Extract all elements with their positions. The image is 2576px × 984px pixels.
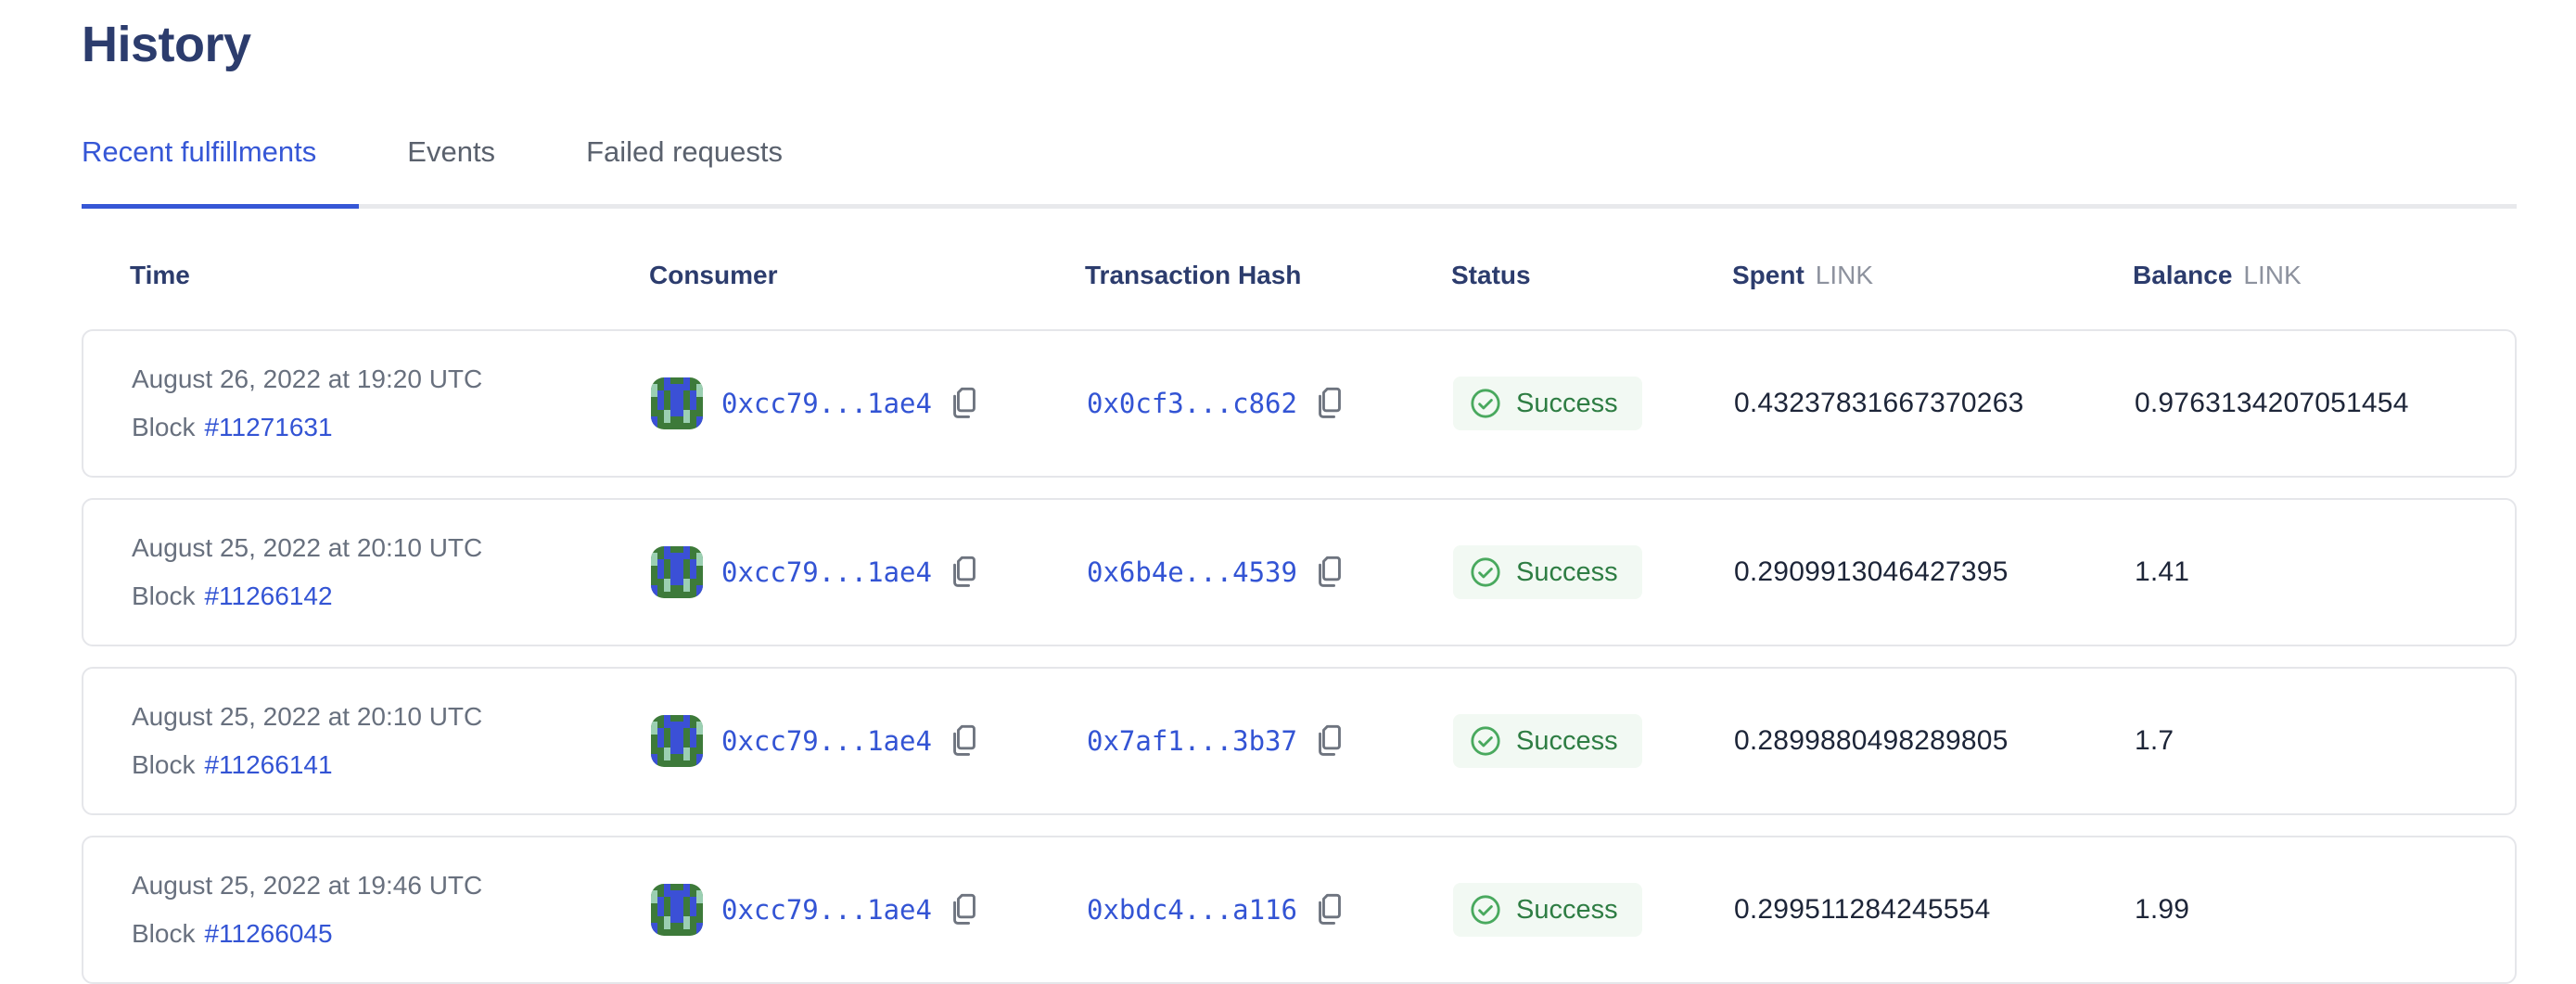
check-circle-icon — [1470, 556, 1501, 588]
status-badge: Success — [1453, 714, 1642, 768]
row-block: Block #11271631 — [132, 414, 651, 441]
time-cell: August 25, 2022 at 20:10 UTC Block #11266… — [132, 703, 651, 779]
copy-icon[interactable] — [949, 891, 980, 928]
status-label: Success — [1516, 389, 1618, 418]
history-page: History Recent fulfillments Events Faile… — [82, 17, 2517, 984]
time-cell: August 25, 2022 at 20:10 UTC Block #11266… — [132, 534, 651, 610]
copy-icon[interactable] — [1314, 385, 1345, 422]
tab-recent-fulfillments[interactable]: Recent fulfillments — [82, 135, 360, 209]
page-title: History — [82, 17, 251, 72]
copy-icon[interactable] — [1314, 554, 1345, 591]
transaction-hash-link[interactable]: 0x6b4e...4539 — [1087, 556, 1297, 588]
spent-value: 0.2909913046427395 — [1734, 556, 2009, 587]
consumer-identicon — [651, 715, 703, 767]
transaction-hash-link[interactable]: 0x7af1...3b37 — [1087, 725, 1297, 757]
row-timestamp: August 25, 2022 at 20:10 UTC — [132, 702, 483, 731]
status-badge: Success — [1453, 545, 1642, 599]
balance-value: 1.41 — [2135, 556, 2190, 587]
transaction-hash-cell: 0x6b4e...4539 — [1087, 554, 1453, 591]
table-header: Time Consumer Transaction Hash Status Sp… — [82, 259, 2517, 292]
balance-unit-label: LINK — [2243, 261, 2302, 289]
consumer-cell: 0xcc79...1ae4 — [651, 715, 1087, 767]
status-cell: Success — [1453, 377, 1734, 430]
block-number-link[interactable]: #11271631 — [204, 413, 333, 441]
table-row: August 25, 2022 at 20:10 UTC Block #11266… — [82, 498, 2517, 646]
transaction-hash-cell: 0x0cf3...c862 — [1087, 385, 1453, 422]
transaction-hash-cell: 0x7af1...3b37 — [1087, 722, 1453, 760]
consumer-address-link[interactable]: 0xcc79...1ae4 — [721, 388, 932, 419]
check-circle-icon — [1470, 388, 1501, 419]
block-label: Block — [132, 750, 196, 779]
block-label: Block — [132, 413, 196, 441]
status-cell: Success — [1453, 883, 1734, 937]
status-label: Success — [1516, 726, 1618, 756]
balance-value: 0.9763134207051454 — [2135, 388, 2409, 418]
consumer-cell: 0xcc79...1ae4 — [651, 546, 1087, 598]
spent-value: 0.299511284245554 — [1734, 894, 1991, 925]
consumer-identicon — [651, 377, 703, 429]
column-header-consumer: Consumer — [649, 261, 778, 289]
row-block: Block #11266045 — [132, 920, 651, 948]
status-cell: Success — [1453, 545, 1734, 599]
block-number-link[interactable]: #11266142 — [204, 581, 333, 610]
status-badge: Success — [1453, 377, 1642, 430]
column-header-balance: Balance LINK — [2133, 261, 2302, 289]
consumer-cell: 0xcc79...1ae4 — [651, 377, 1087, 429]
copy-icon[interactable] — [949, 385, 980, 422]
row-block: Block #11266141 — [132, 751, 651, 779]
column-header-transaction-hash: Transaction Hash — [1085, 261, 1302, 289]
consumer-address-link[interactable]: 0xcc79...1ae4 — [721, 725, 932, 757]
spent-value: 0.43237831667370263 — [1734, 388, 2024, 418]
block-label: Block — [132, 581, 196, 610]
transaction-hash-link[interactable]: 0xbdc4...a116 — [1087, 894, 1297, 926]
tab-failed-requests[interactable]: Failed requests — [586, 135, 784, 168]
consumer-identicon — [651, 546, 703, 598]
block-label: Block — [132, 919, 196, 948]
time-cell: August 26, 2022 at 19:20 UTC Block #11271… — [132, 365, 651, 441]
balance-value: 1.7 — [2135, 725, 2174, 756]
transaction-hash-link[interactable]: 0x0cf3...c862 — [1087, 388, 1297, 419]
copy-icon[interactable] — [949, 722, 980, 760]
transaction-hash-cell: 0xbdc4...a116 — [1087, 891, 1453, 928]
copy-icon[interactable] — [949, 554, 980, 591]
block-number-link[interactable]: #11266045 — [204, 919, 333, 948]
check-circle-icon — [1470, 725, 1501, 757]
row-timestamp: August 25, 2022 at 19:46 UTC — [132, 871, 483, 900]
time-cell: August 25, 2022 at 19:46 UTC Block #11266… — [132, 872, 651, 948]
row-timestamp: August 26, 2022 at 19:20 UTC — [132, 364, 483, 393]
row-block: Block #11266142 — [132, 582, 651, 610]
block-number-link[interactable]: #11266141 — [204, 750, 333, 779]
tab-events[interactable]: Events — [407, 135, 496, 168]
consumer-cell: 0xcc79...1ae4 — [651, 884, 1087, 936]
consumer-identicon — [651, 884, 703, 936]
copy-icon[interactable] — [1314, 891, 1345, 928]
spent-unit-label: LINK — [1815, 261, 1874, 289]
column-header-spent: Spent LINK — [1732, 261, 1874, 289]
check-circle-icon — [1470, 894, 1501, 926]
status-badge: Success — [1453, 883, 1642, 937]
tab-bar: Recent fulfillments Events Failed reques… — [82, 135, 2517, 209]
consumer-address-link[interactable]: 0xcc79...1ae4 — [721, 894, 932, 926]
column-header-time: Time — [130, 261, 190, 289]
table-row: August 25, 2022 at 19:46 UTC Block #11266… — [82, 836, 2517, 984]
fulfillments-list: August 26, 2022 at 19:20 UTC Block #11271… — [82, 329, 2517, 984]
status-cell: Success — [1453, 714, 1734, 768]
copy-icon[interactable] — [1314, 722, 1345, 760]
status-label: Success — [1516, 895, 1618, 925]
consumer-address-link[interactable]: 0xcc79...1ae4 — [721, 556, 932, 588]
column-header-status: Status — [1451, 261, 1531, 289]
balance-value: 1.99 — [2135, 894, 2190, 925]
table-row: August 25, 2022 at 20:10 UTC Block #11266… — [82, 667, 2517, 815]
row-timestamp: August 25, 2022 at 20:10 UTC — [132, 533, 483, 562]
spent-value: 0.2899880498289805 — [1734, 725, 2009, 756]
table-row: August 26, 2022 at 19:20 UTC Block #11271… — [82, 329, 2517, 478]
status-label: Success — [1516, 557, 1618, 587]
